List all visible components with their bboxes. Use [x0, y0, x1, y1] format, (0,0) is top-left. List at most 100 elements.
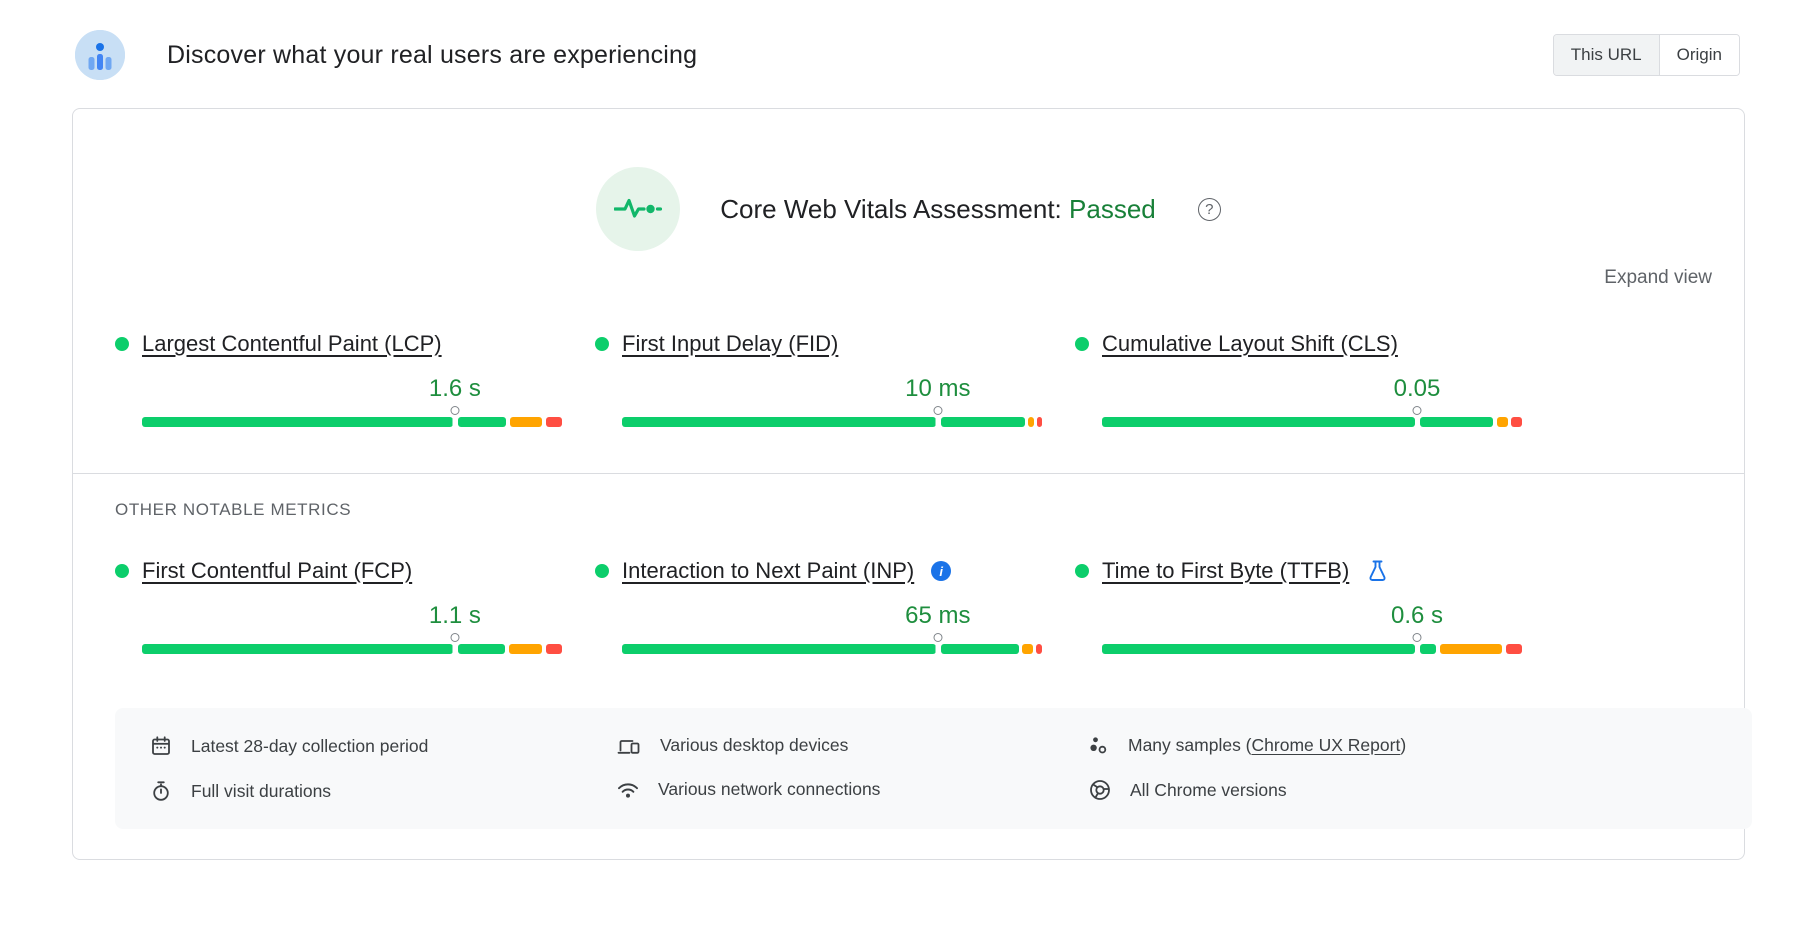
metric-ttfb: Time to First Byte (TTFB) 0.6 s — [1075, 558, 1555, 655]
metric-value-ttfb: 0.6 s — [1390, 602, 1444, 629]
stopwatch-icon — [153, 781, 169, 801]
section-divider — [73, 473, 1744, 474]
field-data-card: Core Web Vitals Assessment: Passed ? Exp… — [72, 108, 1752, 860]
bar-segment-green — [940, 644, 1019, 654]
bar-segment-orange — [1440, 644, 1503, 654]
bar-segment-red — [1511, 417, 1522, 427]
p75-marker — [1412, 633, 1422, 655]
metric-link-cls[interactable]: Cumulative Layout Shift (CLS) — [1102, 331, 1398, 356]
status-dot-good — [595, 564, 609, 578]
desktop-devices-label: Various desktop devices — [660, 735, 849, 755]
bar-segment-orange — [509, 644, 542, 654]
info-icon[interactable]: i — [931, 561, 952, 581]
metric-value-lcp: 1.6 s — [428, 375, 481, 402]
p75-marker — [933, 633, 943, 655]
wifi-network-icon — [618, 783, 638, 798]
network-connections-item: Various network connections — [617, 779, 1089, 800]
p75-marker — [1412, 406, 1422, 428]
toggle-origin[interactable]: Origin — [1658, 35, 1739, 75]
experimental-flask-icon[interactable] — [1368, 560, 1387, 582]
metric-fcp: First Contentful Paint (FCP) 1.1 s — [115, 558, 595, 655]
network-connections-label: Various network connections — [658, 779, 881, 799]
samples-scatter-icon — [1090, 736, 1107, 753]
status-dot-good — [1075, 564, 1089, 578]
bar-segment-orange — [1028, 417, 1035, 427]
bar-segment-green — [622, 417, 936, 427]
metric-link-fid[interactable]: First Input Delay (FID) — [622, 331, 839, 356]
status-dot-good — [115, 337, 129, 351]
cwv-assessment-title: Core Web Vitals Assessment: Passed — [720, 194, 1156, 225]
collection-info-footer: Latest 28-day collection period Full vis… — [115, 708, 1752, 829]
page-header: Discover what your real users are experi… — [75, 30, 1740, 80]
desktop-devices-item: Various desktop devices — [617, 735, 1089, 756]
calendar-icon — [152, 736, 170, 755]
help-icon[interactable]: ? — [1197, 197, 1221, 221]
bar-segment-orange — [509, 417, 543, 427]
metric-lcp: Largest Contentful Paint (LCP) 1.6 s — [115, 331, 595, 428]
p75-marker — [933, 406, 943, 428]
distribution-bar-inp — [622, 633, 1042, 655]
bar-segment-green — [457, 417, 506, 427]
distribution-bar-fcp — [142, 633, 562, 655]
bar-segment-orange — [1496, 417, 1509, 427]
status-dot-good — [1075, 337, 1089, 351]
collection-period-item: Latest 28-day collection period — [150, 735, 617, 757]
cwv-assessment-header: Core Web Vitals Assessment: Passed ? — [97, 167, 1720, 251]
devices-icon — [617, 739, 640, 754]
expand-view-link[interactable]: Expand view — [1604, 267, 1712, 288]
url-origin-toggle: This URL Origin — [1552, 34, 1740, 76]
chrome-versions-item: All Chrome versions — [1089, 779, 1752, 801]
metric-value-inp: 65 ms — [905, 602, 971, 629]
expand-row: Expand view — [97, 267, 1712, 289]
chrome-ux-report-link[interactable]: Chrome UX Report — [1251, 735, 1401, 755]
metric-inp: Interaction to Next Paint (INP) i 65 ms — [595, 558, 1075, 655]
metric-link-lcp[interactable]: Largest Contentful Paint (LCP) — [142, 331, 442, 356]
distribution-bar-lcp — [142, 406, 562, 428]
bar-segment-green — [457, 644, 505, 654]
other-metrics-row: First Contentful Paint (FCP) 1.1 s Inter… — [115, 558, 1720, 655]
bar-segment-green — [1102, 644, 1415, 654]
other-metrics-heading: OTHER NOTABLE METRICS — [115, 500, 352, 519]
distribution-bar-fid — [622, 406, 1042, 428]
bar-segment-green — [1419, 644, 1436, 654]
bar-segment-red — [546, 644, 562, 654]
many-samples-item: Many samples (Chrome UX Report) — [1089, 735, 1752, 756]
field-data-icon — [75, 30, 125, 80]
many-samples-label: Many samples (Chrome UX Report) — [1128, 735, 1407, 755]
chrome-icon — [1090, 780, 1110, 800]
p75-marker — [450, 406, 460, 428]
bar-segment-green — [142, 417, 453, 427]
visit-durations-item: Full visit durations — [150, 780, 617, 802]
bar-segment-green — [622, 644, 936, 654]
metric-cls: Cumulative Layout Shift (CLS) 0.05 — [1075, 331, 1555, 428]
chrome-versions-label: All Chrome versions — [1130, 779, 1287, 800]
bar-segment-red — [546, 417, 562, 427]
bar-segment-red — [1506, 644, 1522, 654]
metric-link-ttfb[interactable]: Time to First Byte (TTFB) — [1102, 558, 1350, 583]
status-dot-good — [115, 564, 129, 578]
toggle-this-url[interactable]: This URL — [1553, 35, 1659, 75]
bar-segment-green — [1419, 417, 1494, 427]
bar-segment-orange — [1022, 644, 1034, 654]
cwv-assessment-status: Passed — [1069, 193, 1156, 224]
page-title: Discover what your real users are experi… — [167, 40, 698, 69]
metric-value-cls: 0.05 — [1393, 375, 1441, 402]
metric-fid: First Input Delay (FID) 10 ms — [595, 331, 1075, 428]
metric-link-fcp[interactable]: First Contentful Paint (FCP) — [142, 558, 413, 583]
status-dot-good — [595, 337, 609, 351]
visit-durations-label: Full visit durations — [191, 780, 332, 801]
metric-link-inp[interactable]: Interaction to Next Paint (INP) — [622, 558, 915, 583]
distribution-bar-cls — [1102, 406, 1522, 428]
bar-segment-green — [1102, 417, 1415, 427]
core-metrics-row: Largest Contentful Paint (LCP) 1.6 s Fir… — [115, 331, 1720, 428]
metric-value-fid: 10 ms — [905, 375, 971, 402]
bar-segment-red — [1036, 644, 1042, 654]
cwv-assessment-label: Core Web Vitals Assessment: — [720, 193, 1062, 224]
p75-marker — [450, 633, 460, 655]
bar-segment-green — [142, 644, 453, 654]
bar-segment-red — [1037, 417, 1042, 427]
collection-period-label: Latest 28-day collection period — [191, 735, 429, 756]
metric-value-fcp: 1.1 s — [428, 602, 481, 629]
bar-segment-green — [940, 417, 1025, 427]
pulse-icon — [596, 167, 681, 251]
